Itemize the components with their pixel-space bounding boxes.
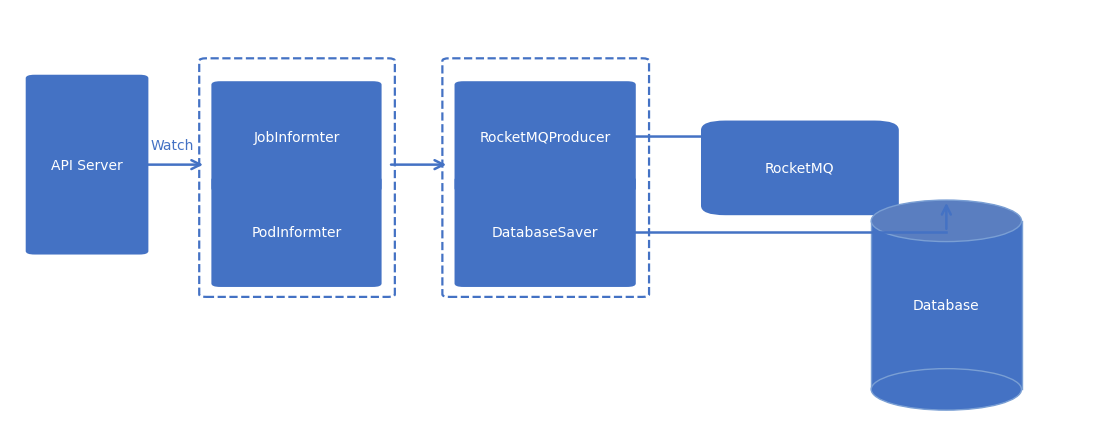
FancyBboxPatch shape bbox=[701, 121, 899, 216]
FancyBboxPatch shape bbox=[454, 82, 636, 192]
Text: PodInformter: PodInformter bbox=[252, 225, 341, 239]
Text: DatabaseSaver: DatabaseSaver bbox=[492, 225, 598, 239]
Text: Database: Database bbox=[913, 299, 979, 312]
FancyBboxPatch shape bbox=[212, 82, 381, 192]
Text: RocketMQProducer: RocketMQProducer bbox=[480, 130, 611, 144]
FancyBboxPatch shape bbox=[212, 177, 381, 287]
Text: JobInformter: JobInformter bbox=[254, 130, 340, 144]
Text: API Server: API Server bbox=[51, 158, 123, 172]
FancyBboxPatch shape bbox=[25, 76, 148, 255]
FancyBboxPatch shape bbox=[454, 177, 636, 287]
Ellipse shape bbox=[871, 201, 1022, 242]
Ellipse shape bbox=[871, 369, 1022, 410]
Text: RocketMQ: RocketMQ bbox=[766, 161, 834, 175]
Polygon shape bbox=[871, 221, 1022, 389]
Text: Watch: Watch bbox=[151, 138, 194, 152]
